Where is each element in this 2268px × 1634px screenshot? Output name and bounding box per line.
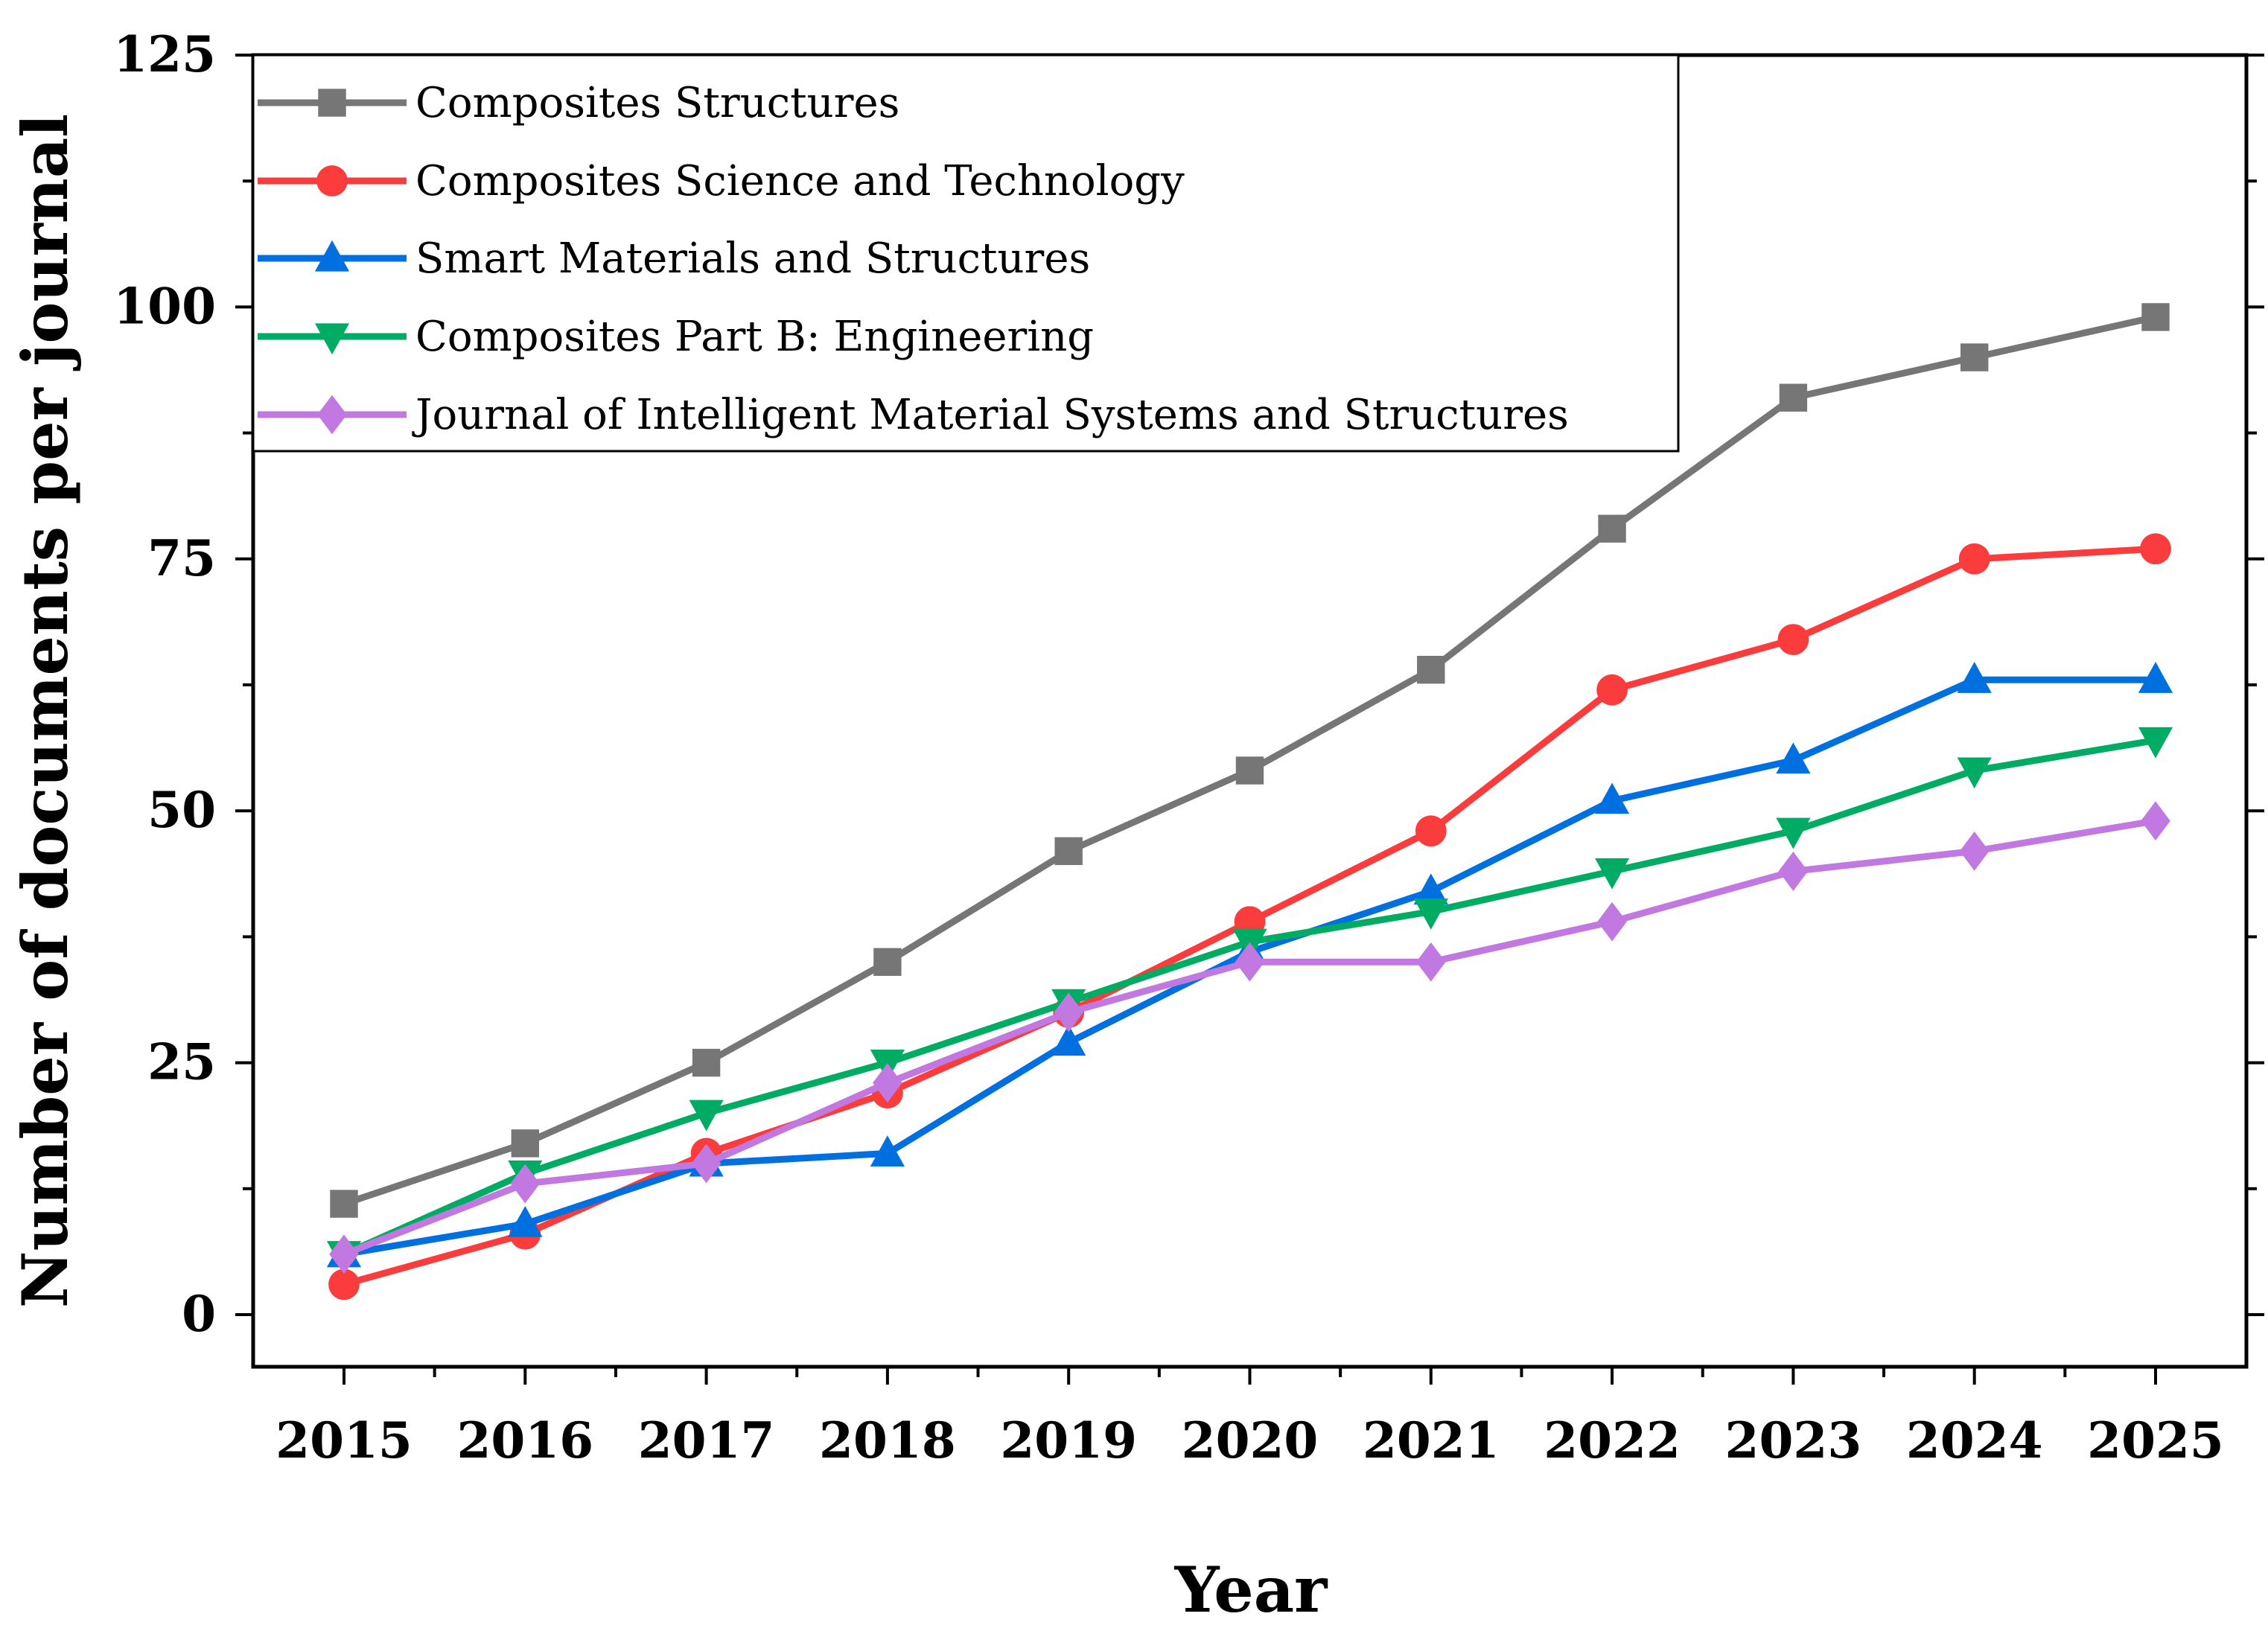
x-tick-label: 2015	[275, 1411, 412, 1469]
data-point	[873, 1063, 902, 1103]
data-point	[2141, 303, 2170, 331]
data-point	[691, 1143, 722, 1184]
data-point	[1051, 1024, 1086, 1056]
legend-item: Journal of Intelligent Material Systems …	[258, 391, 1569, 439]
data-point	[1413, 873, 1448, 905]
legend-marker	[318, 89, 346, 117]
data-point	[1054, 992, 1083, 1033]
legend-marker	[316, 165, 348, 197]
data-point	[329, 1234, 359, 1274]
x-tick-label: 2021	[1363, 1411, 1500, 1469]
data-point	[328, 1268, 360, 1301]
series-1	[328, 533, 2171, 1301]
data-point	[1777, 624, 1809, 655]
legend-item: Composites Science and Technology	[258, 157, 1185, 205]
legend-marker	[314, 323, 350, 355]
data-point	[692, 1048, 721, 1077]
y-tick-label: 0	[182, 1285, 216, 1343]
x-axis-label: Year	[1174, 1553, 1329, 1627]
data-point	[510, 1164, 541, 1204]
x-tick-label: 2020	[1182, 1411, 1319, 1469]
legend-item: Smart Materials and Structures	[258, 234, 1090, 283]
series-3	[326, 727, 2173, 1272]
data-point	[1054, 837, 1083, 866]
data-point	[1959, 831, 1990, 871]
data-point	[330, 1190, 358, 1218]
y-tick-label: 100	[113, 277, 216, 335]
data-point	[1778, 852, 1809, 891]
data-point	[1776, 817, 1811, 849]
x-tick-label: 2018	[819, 1411, 956, 1469]
data-point	[1958, 543, 1990, 575]
data-point	[1235, 942, 1265, 982]
data-point	[1595, 858, 1630, 890]
legend-marker	[317, 395, 347, 435]
series-layer	[326, 303, 2173, 1301]
data-point	[2138, 727, 2173, 759]
y-axis-label: Number of documents per journal	[8, 114, 82, 1308]
x-tick-label: 2022	[1544, 1411, 1681, 1469]
data-point	[1960, 343, 1989, 371]
x-tick-label: 2019	[1000, 1411, 1137, 1469]
data-point	[1417, 655, 1445, 684]
legend-label: Smart Materials and Structures	[415, 234, 1090, 283]
x-tick-label: 2017	[638, 1411, 775, 1469]
x-tick-label: 2023	[1725, 1411, 1862, 1469]
data-point	[689, 1100, 724, 1132]
data-point	[1776, 742, 1811, 774]
data-point	[873, 948, 902, 976]
y-tick-label: 25	[147, 1033, 216, 1091]
data-point	[508, 1205, 543, 1237]
data-point	[2141, 801, 2170, 841]
data-point	[1598, 514, 1626, 543]
legend-label: Journal of Intelligent Material Systems …	[412, 391, 1569, 439]
data-point	[1235, 756, 1264, 785]
legend-label: Composites Part B: Engineering	[415, 313, 1094, 361]
data-point	[1416, 942, 1446, 982]
data-point	[1596, 674, 1628, 706]
data-point	[1595, 782, 1630, 814]
legend: Composites Structures Composites Science …	[252, 54, 1680, 453]
y-tick-label: 125	[113, 25, 216, 83]
legend-marker	[314, 240, 350, 272]
x-tick-label: 2025	[2087, 1411, 2224, 1469]
y-tick-label: 75	[147, 529, 216, 587]
x-tick-label: 2016	[456, 1411, 593, 1469]
series-4	[329, 801, 2170, 1274]
data-point	[1413, 898, 1448, 930]
legend-box	[252, 54, 1680, 453]
data-point	[1957, 662, 1992, 693]
data-point	[1415, 815, 1447, 847]
legend-label: Composites Structures	[415, 79, 899, 127]
data-point	[511, 1129, 539, 1158]
data-point	[870, 1135, 905, 1167]
legend-item: Composites Part B: Engineering	[258, 313, 1094, 361]
data-point	[2138, 662, 2173, 693]
series-line	[343, 737, 2156, 1257]
data-point	[1779, 383, 1808, 412]
legend-label: Composites Science and Technology	[415, 157, 1185, 205]
series-line	[343, 817, 2156, 1257]
legend-item: Composites Structures	[258, 79, 899, 127]
x-tick-label: 2024	[1906, 1411, 2043, 1469]
data-point	[2140, 533, 2171, 565]
y-tick-label: 50	[147, 781, 216, 839]
data-point	[1597, 901, 1627, 942]
data-point	[1957, 757, 1992, 789]
series-0	[330, 303, 2170, 1218]
axes-ticks: 0 25 50 75 100 125 2015 2016 2017 2018 2019 2020 202…	[113, 25, 2264, 1469]
